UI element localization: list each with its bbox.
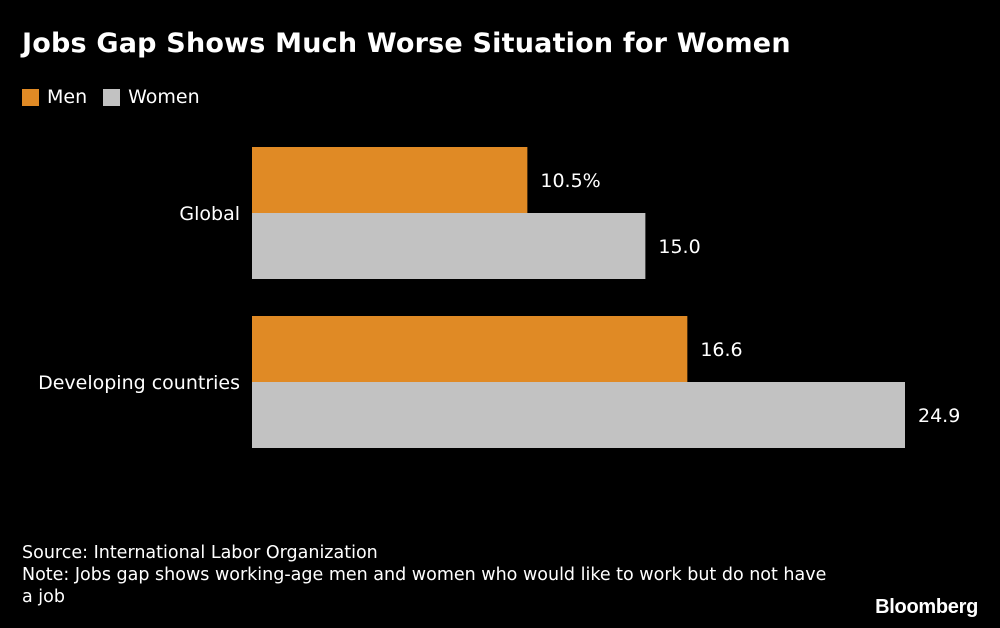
data-label-men-1: 16.6 bbox=[700, 339, 742, 361]
chart-footer: Source: International Labor Organization… bbox=[22, 542, 842, 608]
category-label-1: Developing countries bbox=[38, 372, 240, 394]
bar-men-0 bbox=[252, 147, 528, 213]
data-label-women-0: 15.0 bbox=[658, 236, 700, 258]
legend-item-men: Men bbox=[22, 86, 87, 108]
source-text: Source: International Labor Organization bbox=[22, 543, 378, 563]
legend-swatch-women bbox=[103, 88, 121, 106]
legend-swatch-men bbox=[22, 88, 39, 106]
category-label-0: Global bbox=[179, 203, 240, 225]
data-label-men-0: 10.5% bbox=[540, 170, 600, 192]
bar-women-1 bbox=[252, 382, 905, 448]
legend-label-women: Women bbox=[128, 86, 200, 108]
legend-label-men: Men bbox=[47, 86, 88, 108]
bar-women-0 bbox=[252, 213, 646, 279]
note-text: Note: Jobs gap shows working-age men and… bbox=[22, 565, 827, 607]
bar-men-1 bbox=[252, 316, 688, 382]
data-label-women-1: 24.9 bbox=[918, 405, 960, 427]
legend-item-women: Women bbox=[103, 86, 200, 108]
chart-legend: Men Women bbox=[22, 86, 216, 108]
bar-chart: Global 10.5% 15.0 Developing countries 16.6 2… bbox=[38, 147, 960, 448]
bloomberg-logo: Bloomberg bbox=[875, 596, 978, 618]
chart-title: Jobs Gap Shows Much Worse Situation for … bbox=[22, 28, 791, 59]
